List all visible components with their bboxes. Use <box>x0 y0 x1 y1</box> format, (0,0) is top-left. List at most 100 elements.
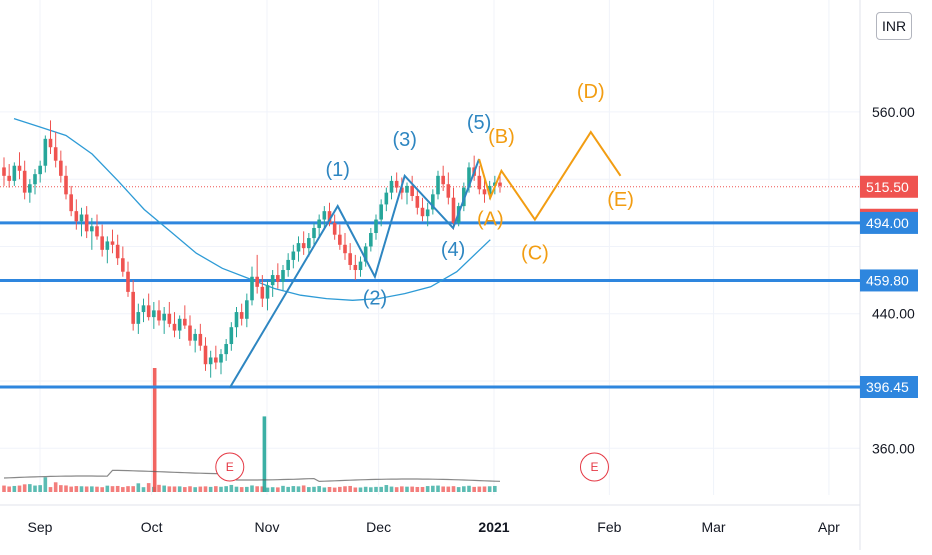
candle-body[interactable] <box>69 194 73 212</box>
candle-body[interactable] <box>22 170 27 193</box>
candle-body[interactable] <box>95 226 99 237</box>
candle-body[interactable] <box>405 185 409 193</box>
candle-body[interactable] <box>157 310 161 321</box>
candle-body[interactable] <box>146 305 151 318</box>
candle-body[interactable] <box>446 184 451 198</box>
candle-body[interactable] <box>110 241 115 245</box>
candle-body[interactable] <box>477 175 482 190</box>
candle-body[interactable] <box>441 175 445 185</box>
candle-body[interactable] <box>255 276 259 287</box>
candle-body[interactable] <box>260 286 265 299</box>
candle-body[interactable] <box>291 251 296 260</box>
candle-body[interactable] <box>74 211 79 222</box>
candle-body[interactable] <box>301 243 306 249</box>
candle-body[interactable] <box>276 275 280 282</box>
candle-body[interactable] <box>203 345 208 365</box>
candle-body[interactable] <box>317 219 321 228</box>
candle-body[interactable] <box>420 207 425 217</box>
candle-body[interactable] <box>451 197 456 223</box>
candle-body[interactable] <box>79 214 84 222</box>
candle-body[interactable] <box>152 310 156 318</box>
candle-body[interactable] <box>322 211 327 220</box>
candle-body[interactable] <box>353 264 358 271</box>
candle-body[interactable] <box>425 209 430 217</box>
candle-body[interactable] <box>53 147 58 161</box>
candle-body[interactable] <box>270 275 275 286</box>
candle-body[interactable] <box>343 244 347 254</box>
candle-body[interactable] <box>43 138 48 166</box>
candle-body[interactable] <box>12 165 17 181</box>
candle-body[interactable] <box>105 241 110 250</box>
horizontal-levels[interactable] <box>0 221 860 389</box>
time-axis[interactable]: Sep Oct Nov Dec 2021 Feb Mar Apr <box>28 519 841 535</box>
candle-body[interactable] <box>245 300 249 319</box>
candle-body[interactable] <box>482 189 487 195</box>
candle-body[interactable] <box>467 167 471 188</box>
candle-body[interactable] <box>141 305 146 313</box>
candle-body[interactable] <box>400 187 404 193</box>
candle-body[interactable] <box>193 333 197 341</box>
candle-body[interactable] <box>327 211 332 223</box>
candle-body[interactable] <box>84 214 89 232</box>
candle-body[interactable] <box>188 325 192 341</box>
candle-body[interactable] <box>394 180 399 188</box>
candle-body[interactable] <box>198 333 203 346</box>
candle-body[interactable] <box>379 204 383 220</box>
candle-body[interactable] <box>286 259 290 271</box>
candle-body[interactable] <box>219 354 223 363</box>
candle-body[interactable] <box>348 253 352 265</box>
candle-body[interactable] <box>332 222 337 235</box>
candle-body[interactable] <box>172 323 177 331</box>
currency-label[interactable]: INR <box>876 12 912 40</box>
candle-body[interactable] <box>389 180 394 193</box>
candle-body[interactable] <box>384 192 389 205</box>
candle-body[interactable] <box>234 312 239 328</box>
candle-body[interactable] <box>239 312 244 319</box>
candle-body[interactable] <box>265 285 270 299</box>
candle-body[interactable] <box>17 165 22 171</box>
candle-body[interactable] <box>115 244 120 259</box>
candle-body[interactable] <box>136 312 141 324</box>
candle-body[interactable] <box>250 276 254 301</box>
candle-body[interactable] <box>415 196 420 208</box>
candle-body[interactable] <box>38 165 42 175</box>
earnings-marker-0[interactable] <box>215 452 245 482</box>
candle-body[interactable] <box>296 243 301 252</box>
candle-body[interactable] <box>90 226 94 232</box>
candle-body[interactable] <box>126 271 130 292</box>
candle-body[interactable] <box>167 313 172 324</box>
candle-body[interactable] <box>48 138 53 148</box>
price-axis[interactable]: 560.00 440.00 360.00 <box>872 104 915 456</box>
elliott-impulse-line[interactable] <box>228 158 481 389</box>
candle-body[interactable] <box>183 318 187 326</box>
candle-body[interactable] <box>224 344 228 355</box>
candle-body[interactable] <box>374 219 378 234</box>
candlesticks[interactable] <box>2 120 502 378</box>
candle-body[interactable] <box>121 258 125 272</box>
candle-body[interactable] <box>208 357 213 365</box>
candle-body[interactable] <box>369 233 373 247</box>
candle-body[interactable] <box>214 357 218 363</box>
projection-line[interactable] <box>478 130 622 222</box>
candle-body[interactable] <box>2 167 6 176</box>
candle-body[interactable] <box>59 160 63 176</box>
candle-body[interactable] <box>498 182 502 186</box>
candle-body[interactable] <box>100 236 104 250</box>
candle-body[interactable] <box>363 246 368 262</box>
candle-body[interactable] <box>64 175 68 195</box>
candle-body[interactable] <box>33 174 37 185</box>
corrective-projection-drawing[interactable]: (A) (B) (C) (D) (E) <box>477 81 634 264</box>
candle-body[interactable] <box>312 227 316 239</box>
candle-body[interactable] <box>487 185 492 195</box>
candle-body[interactable] <box>28 184 32 193</box>
candle-body[interactable] <box>410 185 414 197</box>
candle-body[interactable] <box>358 261 363 271</box>
candle-body[interactable] <box>177 318 182 331</box>
elliott-wave-drawing[interactable]: (1) (2) (3) (4) (5) <box>228 112 492 389</box>
candle-body[interactable] <box>431 194 435 210</box>
candle-body[interactable] <box>307 238 311 249</box>
candle-body[interactable] <box>436 175 440 195</box>
candle-body[interactable] <box>162 313 166 321</box>
